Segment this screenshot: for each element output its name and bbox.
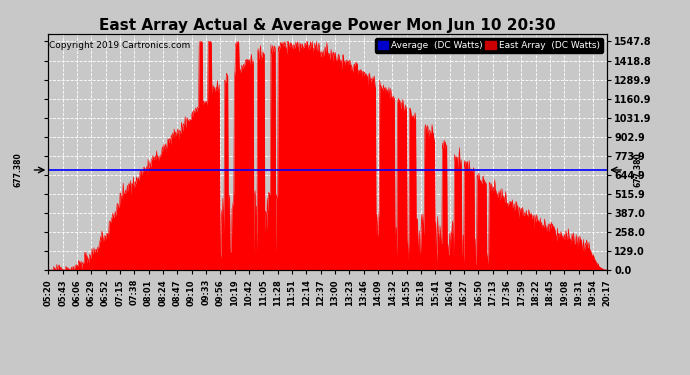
Legend: Average  (DC Watts), East Array  (DC Watts): Average (DC Watts), East Array (DC Watts… — [375, 38, 602, 53]
Text: 677.380: 677.380 — [633, 153, 642, 188]
Text: 677.380: 677.380 — [13, 153, 22, 188]
Title: East Array Actual & Average Power Mon Jun 10 20:30: East Array Actual & Average Power Mon Ju… — [99, 18, 556, 33]
Text: Copyright 2019 Cartronics.com: Copyright 2019 Cartronics.com — [50, 41, 190, 50]
